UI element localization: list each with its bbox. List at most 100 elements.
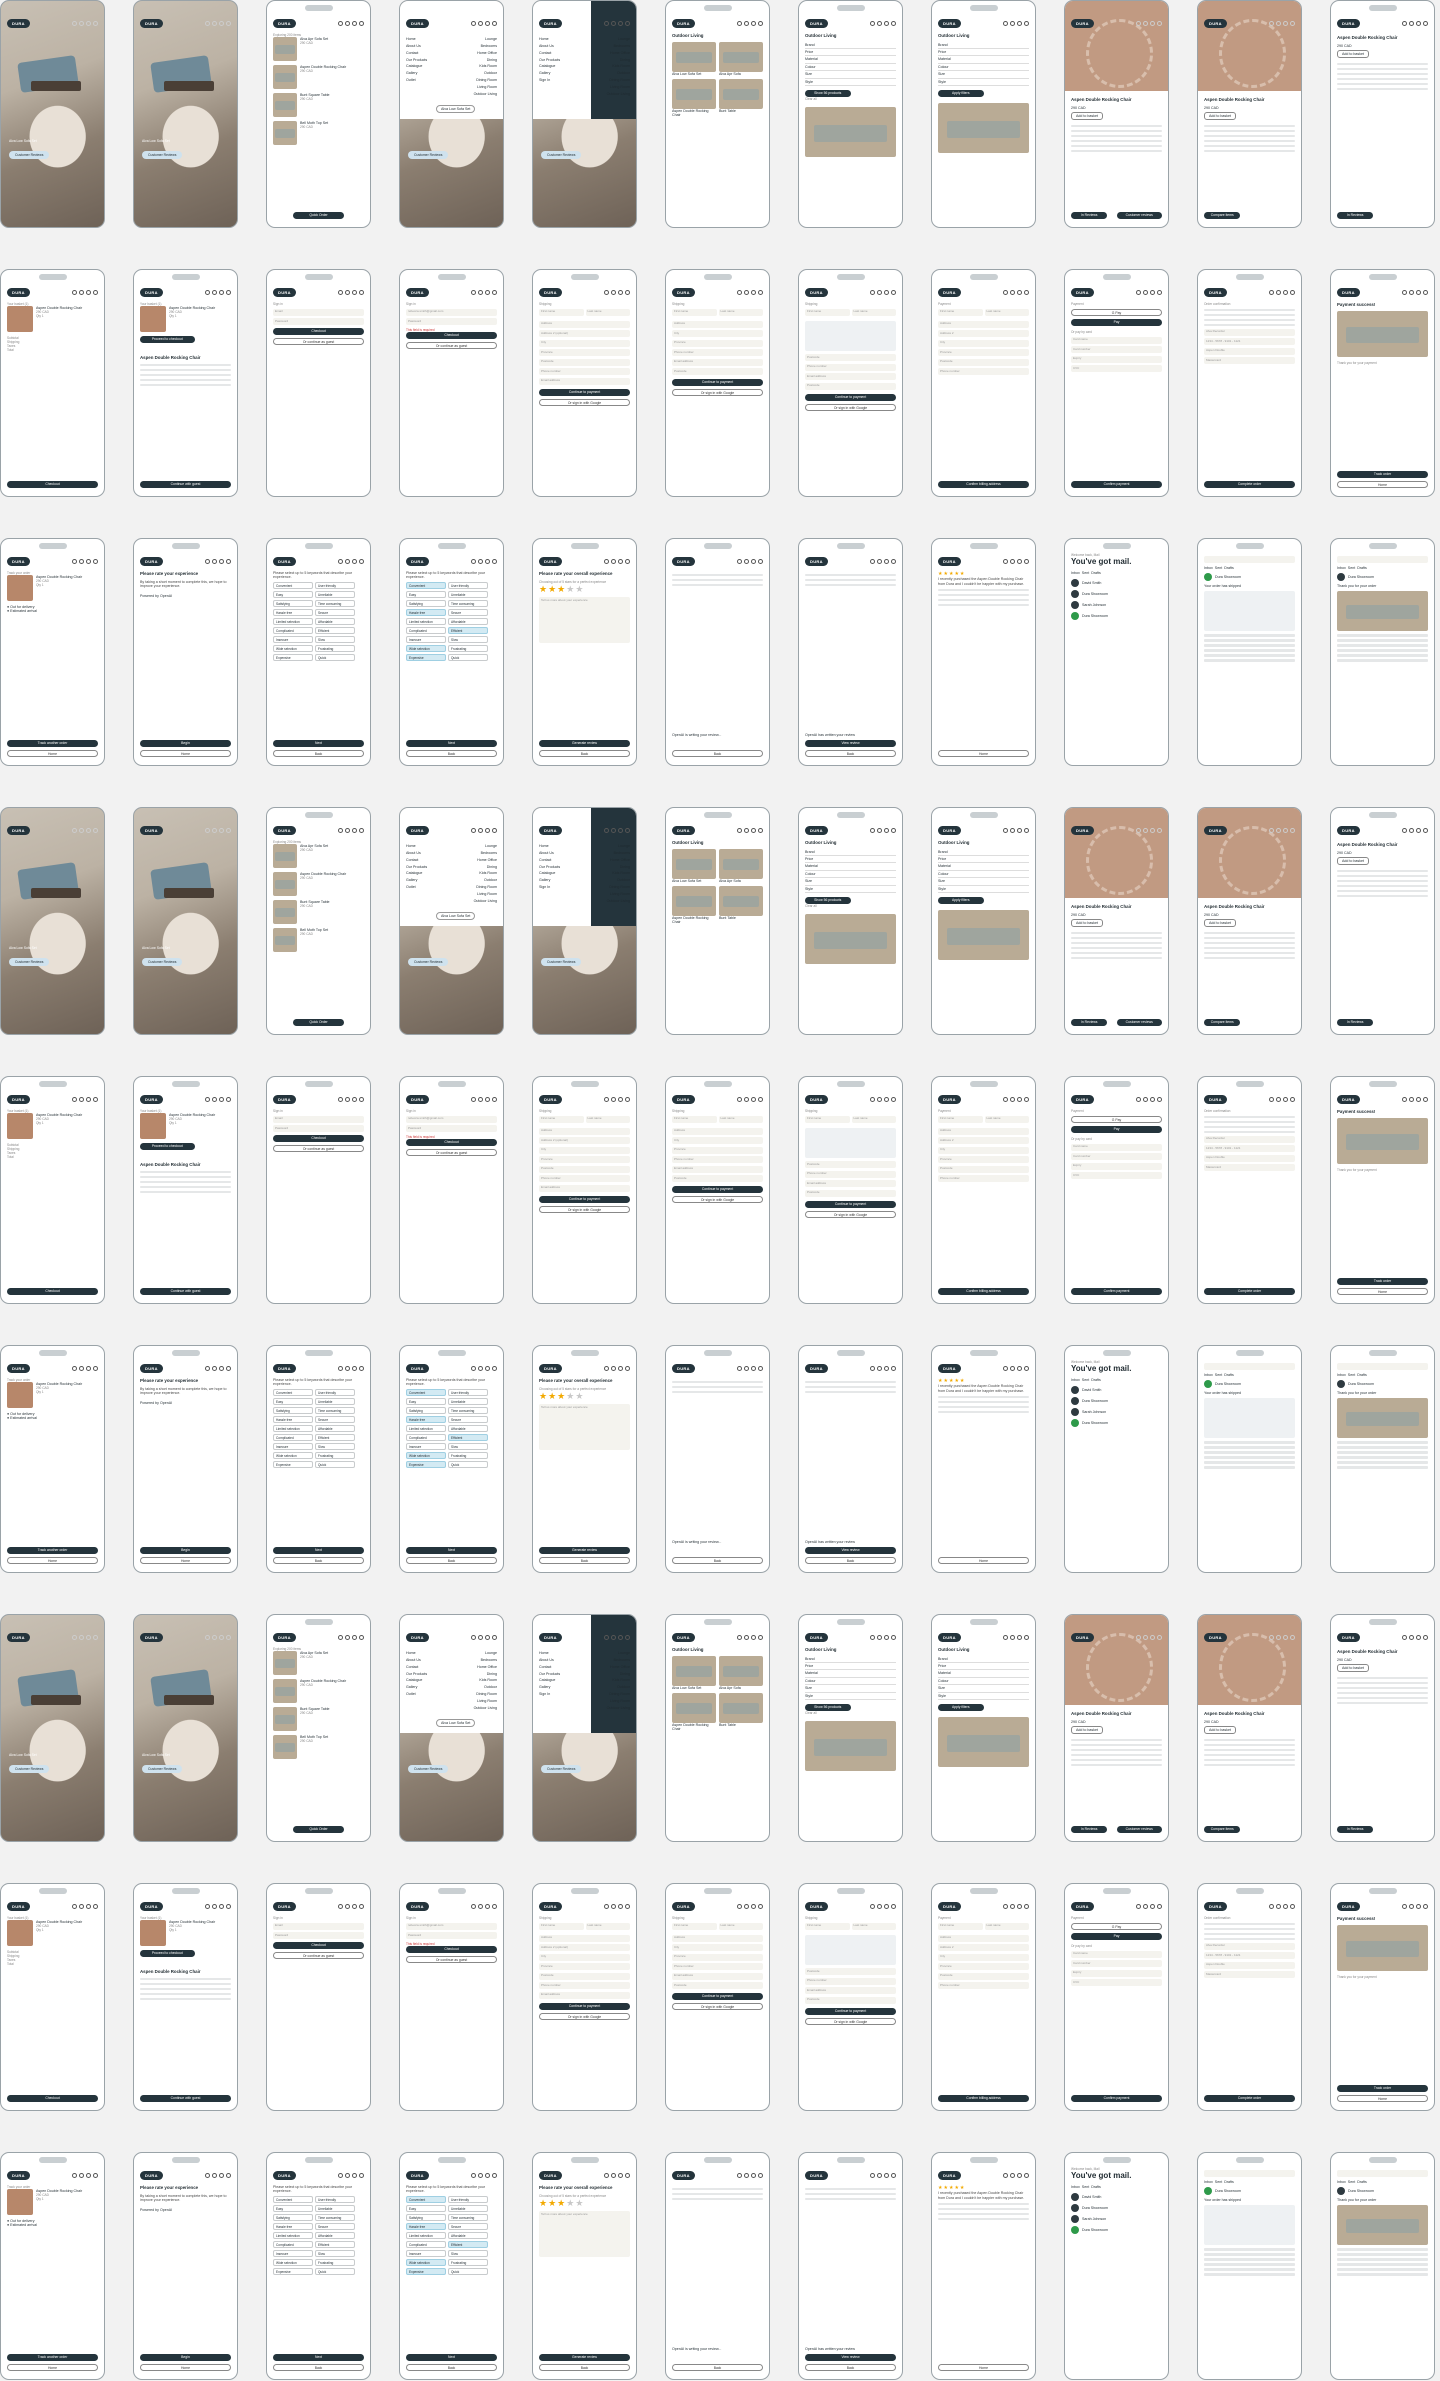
form-field[interactable]: Postcode xyxy=(805,354,896,361)
heart-icon[interactable] xyxy=(86,1365,91,1371)
user-icon[interactable] xyxy=(478,20,483,26)
customer-reviews-button[interactable]: Customer Reviews xyxy=(408,1765,449,1774)
keyword-chip[interactable]: Satisfying xyxy=(406,2213,447,2221)
view-review-button[interactable]: View review xyxy=(805,2354,896,2361)
customer-reviews-button[interactable]: Customer Reviews xyxy=(9,1765,50,1774)
keyword-chip[interactable]: User friendly xyxy=(448,1388,489,1396)
search-icon[interactable] xyxy=(604,1634,609,1640)
heart-icon[interactable] xyxy=(1150,1634,1155,1640)
checkout-button[interactable]: Checkout xyxy=(273,327,364,335)
keyword-chip[interactable]: Complicated xyxy=(406,1433,447,1441)
keyword-chip[interactable]: Easy xyxy=(273,1397,314,1405)
logo[interactable]: DURA xyxy=(805,1363,828,1373)
mail-list-item[interactable]: David Smith xyxy=(1071,2193,1162,2202)
heart-icon[interactable] xyxy=(618,1365,623,1371)
search-icon[interactable] xyxy=(1402,827,1407,833)
mail-list-item[interactable]: David Smith xyxy=(1071,579,1162,588)
heart-icon[interactable] xyxy=(86,20,91,26)
search-icon[interactable] xyxy=(737,20,742,26)
heart-icon[interactable] xyxy=(884,2172,889,2178)
cart-icon[interactable] xyxy=(891,289,896,295)
logo[interactable]: DURA xyxy=(539,556,562,566)
mail-tab[interactable]: Inbox xyxy=(1337,2179,1346,2184)
user-icon[interactable] xyxy=(212,1365,217,1371)
form-field[interactable]: Last name xyxy=(718,1115,763,1123)
logo[interactable]: DURA xyxy=(7,2170,30,2180)
menu-item[interactable]: Outlet xyxy=(406,77,416,82)
user-icon[interactable] xyxy=(79,558,84,564)
cart-icon[interactable] xyxy=(758,20,763,26)
star-filled-icon[interactable]: ★ xyxy=(557,2197,567,2208)
search-icon[interactable] xyxy=(72,289,77,295)
product-image[interactable] xyxy=(273,37,297,61)
user-icon[interactable] xyxy=(79,1096,84,1102)
menu-item[interactable]: Sign In xyxy=(539,1691,551,1696)
menu-item[interactable]: About Us xyxy=(406,851,421,856)
checkout-button[interactable]: Checkout xyxy=(7,481,98,488)
add-to-basket-button[interactable]: Add to basket xyxy=(1337,1663,1369,1673)
keyword-chip[interactable]: Satisfying xyxy=(406,1406,447,1414)
product-tile[interactable]: Bunt Table xyxy=(719,78,763,118)
filter-row[interactable]: Brand xyxy=(938,849,1029,856)
search-icon[interactable] xyxy=(338,558,343,564)
user-icon[interactable] xyxy=(79,289,84,295)
keyword-chip[interactable]: Limited selection xyxy=(406,617,447,625)
complete-order-button[interactable]: Complete order xyxy=(1204,1288,1295,1295)
menu-category[interactable]: Home Office xyxy=(477,1664,497,1669)
user-icon[interactable] xyxy=(1010,1365,1015,1371)
google-pay-button[interactable]: G Pay xyxy=(1071,1923,1162,1930)
logo[interactable]: DURA xyxy=(406,1632,429,1642)
cart-icon[interactable] xyxy=(891,1634,896,1640)
form-field[interactable]: Password xyxy=(406,1125,497,1132)
guest-button[interactable]: Or continue as guest xyxy=(406,1955,497,1963)
product-tile[interactable]: Alva Low Sofa Set xyxy=(672,1655,716,1690)
form-field[interactable]: Email xyxy=(273,308,364,316)
cart-icon[interactable] xyxy=(1423,827,1428,833)
cart-icon[interactable] xyxy=(492,20,497,26)
form-field[interactable]: First name xyxy=(805,1115,850,1123)
checkout-button[interactable]: Continue with guest xyxy=(140,1288,231,1295)
menu-item[interactable]: Our Products xyxy=(406,864,428,869)
search-icon[interactable] xyxy=(1269,20,1274,26)
filter-row[interactable]: Material xyxy=(805,863,896,871)
form-field[interactable]: Card name xyxy=(1071,336,1162,344)
confirm-button[interactable]: Confirm billing address xyxy=(938,1288,1029,1295)
search-icon[interactable] xyxy=(1136,1096,1141,1102)
form-field[interactable]: Email xyxy=(273,1922,364,1930)
search-icon[interactable] xyxy=(870,1903,875,1909)
cart-icon[interactable] xyxy=(891,827,896,833)
heart-icon[interactable] xyxy=(751,1365,756,1371)
filter-row[interactable]: Brand xyxy=(938,1656,1029,1663)
cart-icon[interactable] xyxy=(492,1096,497,1102)
filter-row[interactable]: Style xyxy=(805,1693,896,1701)
menu-item[interactable]: Our Products xyxy=(539,57,561,62)
logo[interactable]: DURA xyxy=(938,1901,961,1911)
user-icon[interactable] xyxy=(611,289,616,295)
search-icon[interactable] xyxy=(205,1634,210,1640)
mail-list-item[interactable]: Sarah Johnson xyxy=(1071,601,1162,610)
keyword-chip[interactable]: Insecure xyxy=(406,2249,447,2257)
product-tile[interactable]: Alva Low Sofa Set xyxy=(672,848,716,883)
home-button[interactable]: Home xyxy=(938,750,1029,757)
heart-icon[interactable] xyxy=(1283,827,1288,833)
heart-icon[interactable] xyxy=(1150,1096,1155,1102)
search-icon[interactable] xyxy=(205,289,210,295)
logo[interactable]: DURA xyxy=(7,1363,30,1373)
heart-icon[interactable] xyxy=(86,827,91,833)
continue-button[interactable]: Continue to payment xyxy=(672,1186,763,1193)
search-icon[interactable] xyxy=(338,1096,343,1102)
keyword-chip[interactable]: User friendly xyxy=(448,581,489,589)
filter-row[interactable]: Style xyxy=(938,886,1029,894)
heart-icon[interactable] xyxy=(884,558,889,564)
heart-icon[interactable] xyxy=(1416,20,1421,26)
form-field[interactable]: Phone number xyxy=(938,368,1029,375)
cart-icon[interactable] xyxy=(359,1096,364,1102)
heart-icon[interactable] xyxy=(1416,1903,1421,1909)
form-field[interactable]: Province xyxy=(672,339,763,347)
cart-icon[interactable] xyxy=(625,1096,630,1102)
filter-row[interactable]: Style xyxy=(805,886,896,894)
user-icon[interactable] xyxy=(345,289,350,295)
mail-tab[interactable]: Drafts xyxy=(1224,2179,1234,2184)
form-field[interactable]: CVC xyxy=(1071,1172,1162,1179)
menu-item[interactable]: Catalogue xyxy=(539,1678,556,1683)
